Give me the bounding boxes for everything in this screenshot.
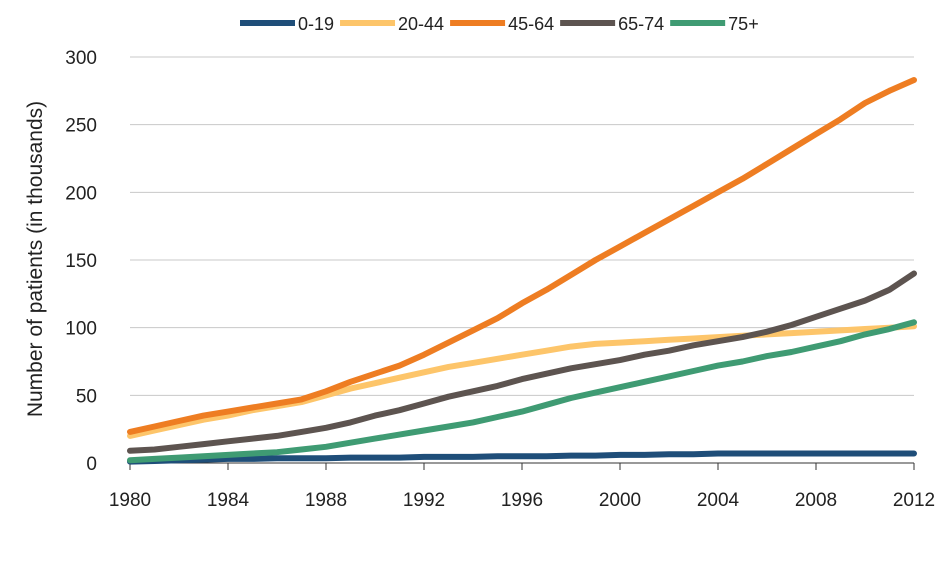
y-tick-label: 100 [65, 319, 97, 340]
y-axis-title: Number of patients (in thousands) [24, 101, 47, 417]
y-tick-label: 150 [65, 251, 97, 272]
legend-label: 75+ [728, 14, 759, 34]
legend: 0-19 20-44 45-64 65-74 75+ [240, 14, 759, 34]
y-tick-label: 0 [86, 454, 97, 475]
x-tick-label: 2004 [697, 490, 740, 511]
legend-item-20-44: 20-44 [340, 14, 444, 34]
x-tick-label: 1984 [207, 490, 250, 511]
y-tick-label: 50 [76, 386, 97, 407]
series-line-75+ [127, 319, 917, 464]
series-lines [127, 77, 917, 465]
gridlines [130, 56, 914, 396]
y-tick-label: 200 [65, 183, 97, 204]
x-tick-label: 2012 [893, 490, 935, 511]
series-line-0-19 [127, 450, 917, 465]
legend-item-75+: 75+ [670, 14, 759, 34]
legend-item-45-64: 45-64 [450, 14, 554, 34]
x-tick-label: 1980 [109, 490, 151, 511]
x-tick-label: 2000 [599, 490, 641, 511]
legend-label: 65-74 [618, 14, 664, 34]
x-tick-label: 2008 [795, 490, 837, 511]
legend-label: 20-44 [398, 14, 444, 34]
legend-item-0-19: 0-19 [240, 14, 334, 34]
series-line-45-64 [127, 77, 917, 435]
x-tick-label: 1992 [403, 490, 445, 511]
series-line-65-74 [127, 270, 917, 454]
legend-item-65-74: 65-74 [560, 14, 664, 34]
x-tick-label: 1996 [501, 490, 543, 511]
x-tick-label: 1988 [305, 490, 347, 511]
legend-label: 0-19 [298, 14, 334, 34]
y-axis-ticks: 0 50 100 150 200 250 300 [65, 48, 97, 475]
y-tick-label: 300 [65, 48, 97, 69]
y-tick-label: 250 [65, 116, 97, 137]
legend-label: 45-64 [508, 14, 554, 34]
x-axis-ticks: 1980 1984 1988 1992 1996 2000 2004 2008 2012 [109, 463, 935, 511]
